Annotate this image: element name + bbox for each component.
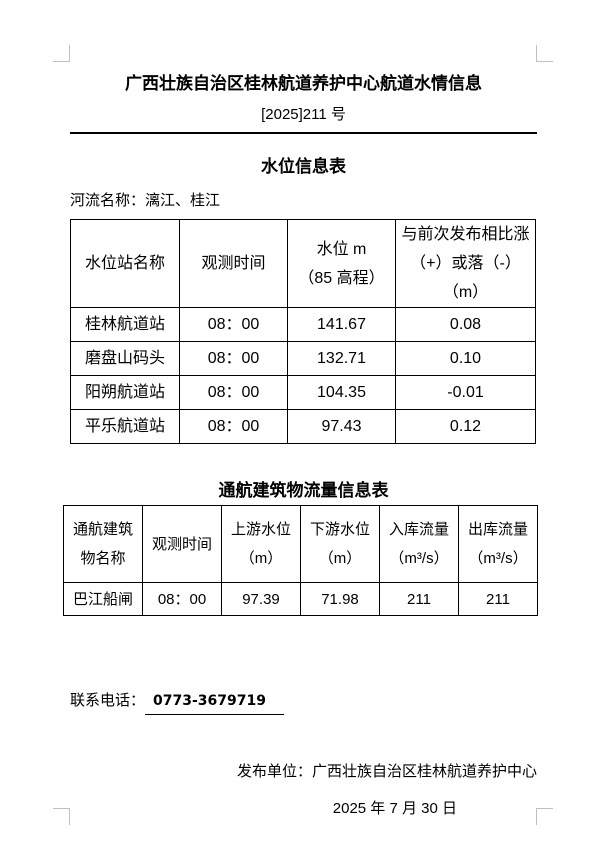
table-cell: -0.01: [395, 375, 536, 410]
table-cell: 97.43: [287, 409, 396, 444]
water-header-station: 水位站名称: [70, 219, 180, 308]
water-header-change: 与前次发布相比涨 （+）或落（-）（m）: [395, 219, 536, 308]
flow-header-upstream: 上游水位 （m）: [221, 505, 301, 583]
table-cell: 08：00: [179, 307, 288, 342]
table-cell: 141.67: [287, 307, 396, 342]
table-cell: 0.10: [395, 341, 536, 376]
flow-header-inflow: 入库流量 （m³/s）: [379, 505, 459, 583]
table-cell: 71.98: [300, 582, 380, 616]
table-row: 平乐航道站 08：00 97.43 0.12: [70, 409, 536, 444]
table-cell: 08：00: [179, 409, 288, 444]
water-level-table: 水位站名称 观测时间 水位 m （85 高程） 与前次发布相比涨 （+）或落（-…: [70, 219, 536, 444]
table-cell: 巴江船闸: [63, 582, 143, 616]
table-cell: 132.71: [287, 341, 396, 376]
flow-table-header-row: 通航建筑 物名称 观测时间 上游水位 （m） 下游水位 （m） 入库流量 （m³…: [63, 505, 538, 583]
table-row: 巴江船闸 08：00 97.39 71.98 211 211: [63, 582, 538, 616]
page-title: 广西壮族自治区桂林航道养护中心航道水情信息: [125, 74, 482, 93]
flow-header-outflow: 出库流量 （m³/s）: [458, 505, 538, 583]
table-cell: 桂林航道站: [70, 307, 180, 342]
table-row: 磨盘山码头 08：00 132.71 0.10: [70, 341, 536, 376]
crop-mark-top-left: [53, 45, 70, 62]
publish-date: 2025 年 7 月 30 日: [332, 800, 457, 817]
table-cell: 97.39: [221, 582, 301, 616]
doc-number: [2025]211 号: [261, 106, 346, 123]
water-header-time: 观测时间: [179, 219, 288, 308]
flow-header-downstream: 下游水位 （m）: [300, 505, 380, 583]
table-cell: 08：00: [142, 582, 222, 616]
table-cell: 磨盘山码头: [70, 341, 180, 376]
table-row: 桂林航道站 08：00 141.67 0.08: [70, 307, 536, 342]
flow-header-structure: 通航建筑 物名称: [63, 505, 143, 583]
crop-mark-bottom-left: [53, 808, 70, 825]
publisher: 发布单位：广西壮族自治区桂林航道养护中心: [236, 763, 537, 780]
table-cell: 阳朔航道站: [70, 375, 180, 410]
contact-phone: 0773-3679719: [145, 690, 284, 715]
table-cell: 08：00: [179, 375, 288, 410]
table-cell: 211: [379, 582, 459, 616]
contact-label: 联系电话：: [70, 692, 146, 709]
flow-info-table: 通航建筑 物名称 观测时间 上游水位 （m） 下游水位 （m） 入库流量 （m³…: [63, 505, 538, 616]
table-cell: 211: [458, 582, 538, 616]
flow-section-title: 通航建筑物流量信息表: [218, 481, 389, 500]
crop-mark-top-right: [536, 45, 553, 62]
document-content: 广西壮族自治区桂林航道养护中心航道水情信息 [2025]211 号 水位信息表 …: [63, 62, 538, 820]
water-table-header-row: 水位站名称 观测时间 水位 m （85 高程） 与前次发布相比涨 （+）或落（-…: [70, 219, 536, 308]
table-cell: 08：00: [179, 341, 288, 376]
water-header-level: 水位 m （85 高程）: [287, 219, 396, 308]
table-cell: 0.12: [395, 409, 536, 444]
table-row: 阳朔航道站 08：00 104.35 -0.01: [70, 375, 536, 410]
river-name-label: 河流名称：漓江、桂江: [70, 192, 221, 209]
flow-header-time: 观测时间: [142, 505, 222, 583]
contact-line: 联系电话： 0773-3679719: [70, 690, 537, 715]
table-cell: 0.08: [395, 307, 536, 342]
table-cell: 平乐航道站: [70, 409, 180, 444]
water-section-title: 水位信息表: [261, 157, 346, 176]
table-cell: 104.35: [287, 375, 396, 410]
crop-mark-bottom-right: [536, 808, 553, 825]
header-divider: [70, 132, 537, 134]
